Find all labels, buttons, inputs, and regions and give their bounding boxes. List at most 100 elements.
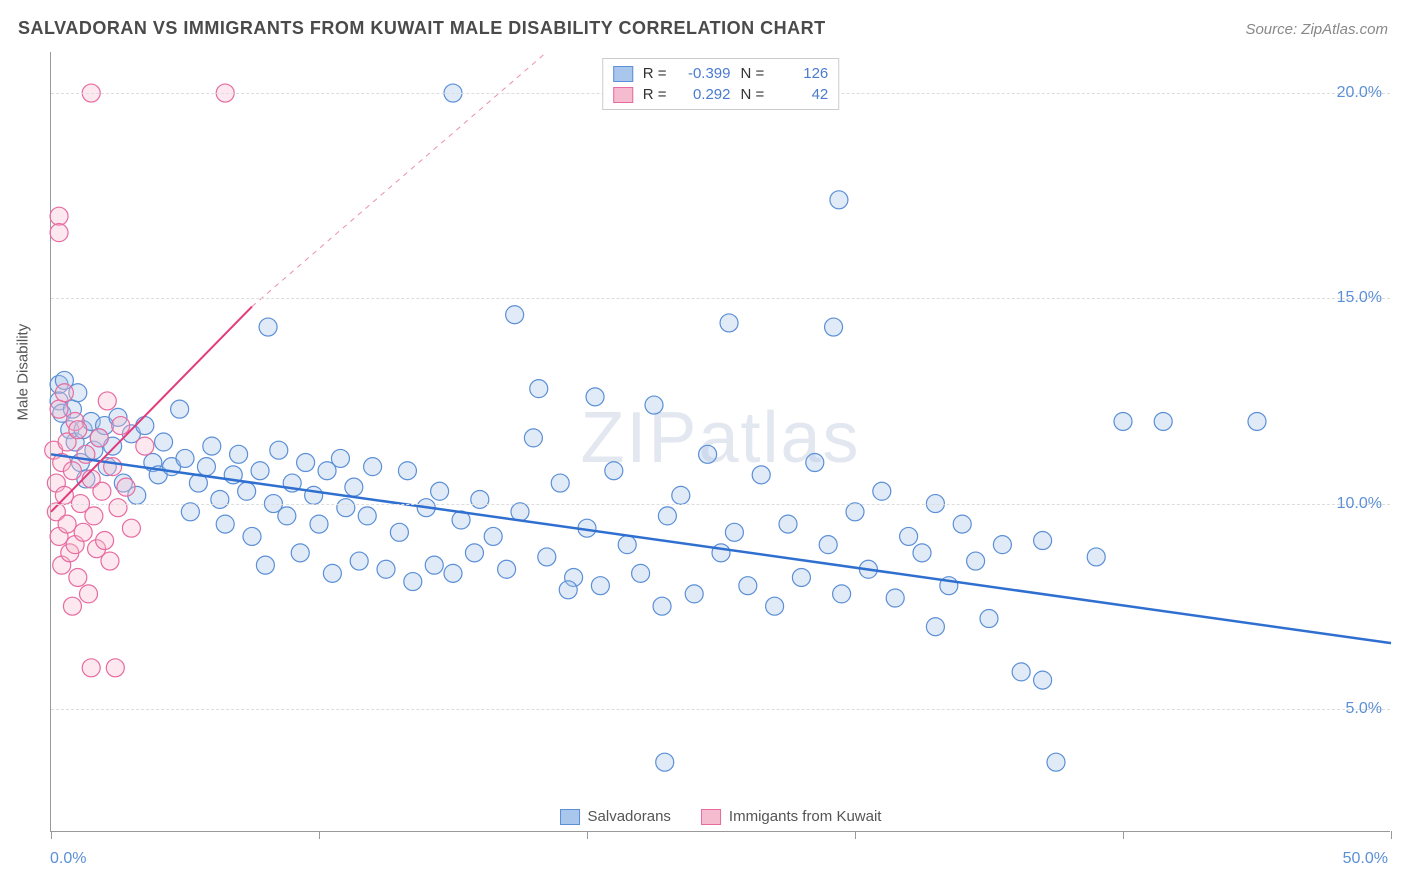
data-point [69,568,87,586]
legend-row-series-1: R = 0.292 N = 42 [613,84,829,105]
data-point [109,499,127,517]
xtick [855,831,856,839]
legend-swatch-bottom-1 [701,809,721,825]
data-point [55,486,73,504]
data-point [398,462,416,480]
data-point [230,445,248,463]
data-point [305,486,323,504]
data-point [350,552,368,570]
data-point [310,515,328,533]
data-point [80,585,98,603]
data-point [69,421,87,439]
data-point [176,449,194,467]
legend-r-value-1: 0.292 [677,86,731,103]
legend-r-label: R = [643,65,667,82]
data-point [766,597,784,615]
data-point [873,482,891,500]
data-point [63,462,81,480]
data-point [106,659,124,677]
data-point [792,568,810,586]
trend-line [252,52,547,307]
xtick [1123,831,1124,839]
data-point [197,458,215,476]
legend-swatch-0 [613,66,633,82]
data-point [752,466,770,484]
data-point [825,318,843,336]
data-point [101,552,119,570]
legend-label-0: Salvadorans [588,808,671,825]
data-point [779,515,797,533]
data-point [171,400,189,418]
data-point [50,400,68,418]
data-point [886,589,904,607]
data-point [1034,532,1052,550]
data-point [819,536,837,554]
data-point [55,384,73,402]
data-point [720,314,738,332]
legend-r-value-0: -0.399 [677,65,731,82]
data-point [806,454,824,472]
xtick [1391,831,1392,839]
legend-correlation-box: R = -0.399 N = 126 R = 0.292 N = 42 [602,58,840,110]
data-point [1114,412,1132,430]
data-point [404,573,422,591]
data-point [50,224,68,242]
gridline-h [51,504,1390,505]
data-point [591,577,609,595]
legend-swatch-bottom-0 [560,809,580,825]
legend-n-value-1: 42 [774,86,828,103]
ytick-label: 5.0% [1346,700,1382,718]
ytick-label: 15.0% [1337,289,1382,307]
y-axis-label: Male Disability [15,323,32,420]
data-point [181,503,199,521]
data-point [632,564,650,582]
data-point [685,585,703,603]
ytick-label: 20.0% [1337,84,1382,102]
chart-title: SALVADORAN VS IMMIGRANTS FROM KUWAIT MAL… [18,18,826,39]
data-point [471,490,489,508]
data-point [251,462,269,480]
data-point [653,597,671,615]
gridline-h [51,709,1390,710]
data-point [586,388,604,406]
data-point [82,659,100,677]
source-label: Source: ZipAtlas.com [1245,21,1388,38]
data-point [506,306,524,324]
data-point [967,552,985,570]
data-point [90,429,108,447]
data-point [364,458,382,476]
data-point [74,523,92,541]
data-point [524,429,542,447]
legend-label-1: Immigants from Kuwait [729,808,882,825]
data-point [1047,753,1065,771]
legend-n-value-0: 126 [774,65,828,82]
data-point [117,478,135,496]
data-point [538,548,556,566]
data-point [699,445,717,463]
data-point [833,585,851,603]
data-point [551,474,569,492]
data-point [980,610,998,628]
data-point [58,515,76,533]
data-point [913,544,931,562]
data-point [605,462,623,480]
data-point [98,392,116,410]
data-point [297,454,315,472]
x-axis-max-label: 50.0% [1343,850,1388,868]
data-point [645,396,663,414]
data-point [291,544,309,562]
data-point [136,417,154,435]
data-point [658,507,676,525]
data-point [377,560,395,578]
data-point [216,515,234,533]
data-point [953,515,971,533]
data-point [1248,412,1266,430]
data-point [1087,548,1105,566]
data-point [112,417,130,435]
chart-plot-area: Male Disability ZIPatlas R = -0.399 N = … [50,52,1390,832]
data-point [1034,671,1052,689]
data-point [243,527,261,545]
x-axis-min-label: 0.0% [50,850,86,868]
data-point [846,503,864,521]
data-point [739,577,757,595]
